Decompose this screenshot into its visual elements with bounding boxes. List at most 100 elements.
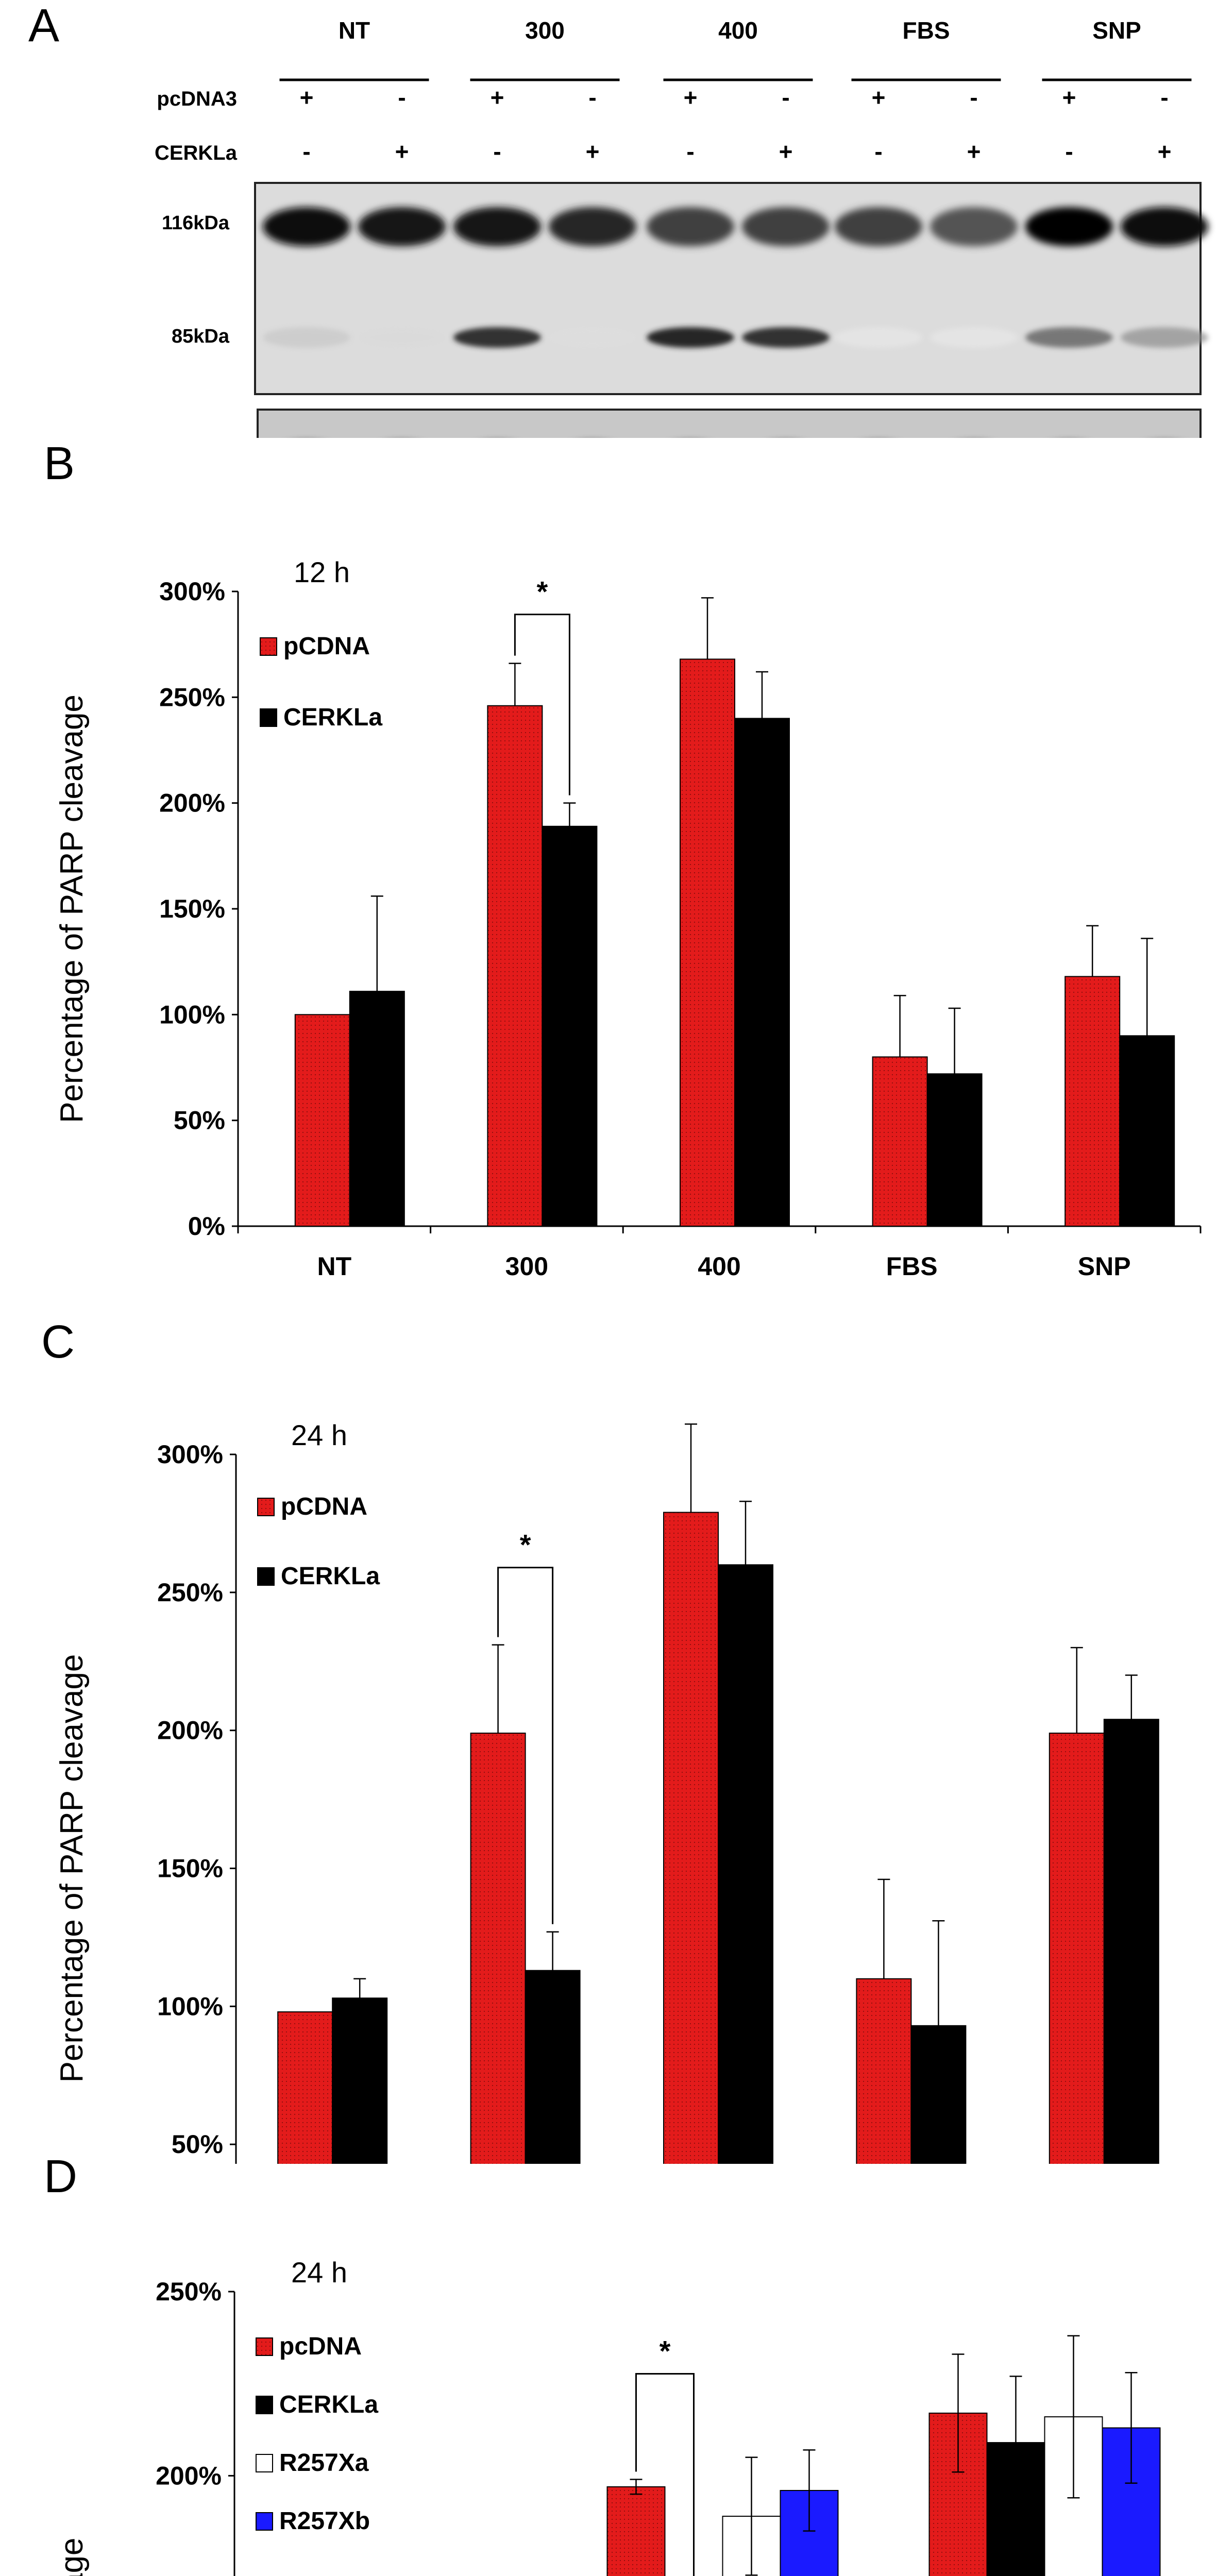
group-label-nt: NT bbox=[339, 17, 370, 44]
legend-swatch-pcdna bbox=[257, 1498, 275, 1516]
panel-a-letter: A bbox=[28, 0, 60, 52]
y-tick-label: 150% bbox=[159, 894, 225, 923]
bar-cerkla-300 bbox=[542, 825, 598, 1227]
band-116kda bbox=[742, 207, 830, 246]
bar-pcdna-snp bbox=[1064, 976, 1121, 1227]
x-tick-label: NT bbox=[317, 1252, 351, 1281]
band-85kda bbox=[549, 327, 636, 348]
cerkla-sign: - bbox=[874, 138, 882, 165]
pcdna3-sign: - bbox=[970, 84, 977, 111]
bar-cerkla-fbs bbox=[926, 1073, 983, 1227]
y-axis-label: Percentage of PARP cleavage bbox=[54, 694, 90, 1123]
pcdna3-sign: - bbox=[588, 84, 596, 111]
y-tick-label: 200% bbox=[156, 2461, 222, 2490]
y-tick-label: 300% bbox=[157, 1440, 223, 1469]
bar-pcdna-400 bbox=[680, 658, 735, 1227]
legend-swatch-pcdna bbox=[256, 2337, 273, 2356]
cerkla-sign: + bbox=[1158, 138, 1172, 165]
legend-swatch-cerkla bbox=[257, 1567, 275, 1586]
cerkla-sign: + bbox=[967, 138, 981, 165]
bar-pcdna-300 bbox=[606, 2486, 666, 2576]
panel-d-letter: D bbox=[44, 2151, 77, 2202]
band-116kda bbox=[1025, 207, 1113, 246]
legend-label-cerkla: CERKLa bbox=[283, 704, 382, 731]
y-tick-label: 150% bbox=[157, 1854, 223, 1883]
group-label-300: 300 bbox=[525, 17, 565, 44]
bar-cerkla-fbs bbox=[910, 2025, 967, 2164]
band-85kda bbox=[1025, 327, 1113, 348]
legend-label-r257xb: R257Xb bbox=[279, 2507, 370, 2535]
y-tick-label: 250% bbox=[156, 2277, 222, 2306]
legend-label-r257xa: R257Xa bbox=[279, 2449, 369, 2477]
cerkla-sign: - bbox=[302, 138, 310, 165]
legend-label-pcdna: pcDNA bbox=[279, 2333, 362, 2360]
significance-bracket bbox=[497, 1567, 554, 1924]
bar-pcdna-400 bbox=[663, 1512, 719, 2164]
significance-bracket bbox=[514, 614, 570, 795]
band-85kda bbox=[263, 327, 350, 348]
y-tick-label: 200% bbox=[157, 1716, 223, 1745]
band-85kda bbox=[1121, 327, 1208, 348]
bar-cerkla-400 bbox=[734, 718, 790, 1227]
band-116kda bbox=[453, 207, 541, 246]
cerkla-sign: + bbox=[779, 138, 793, 165]
bar-pcdna-snp bbox=[1049, 1733, 1105, 2164]
chart-title: 24 h bbox=[291, 2256, 347, 2289]
western-blot-panel: NT 300 400 FBS SNP + - + - + - + - + - - + - + - + - + - + pcDN… bbox=[155, 17, 1208, 438]
y-tick-label: 100% bbox=[157, 1992, 223, 2021]
y-axis-label: Percentage of PARP cleavage bbox=[54, 1654, 90, 2083]
band-85kda bbox=[835, 327, 922, 348]
x-tick-label: FBS bbox=[886, 1252, 938, 1281]
band-116kda bbox=[835, 207, 922, 246]
pcdna3-sign: - bbox=[398, 84, 405, 111]
bar-cerkla-400 bbox=[718, 1564, 773, 2164]
bar-pcdna-300 bbox=[487, 705, 543, 1227]
bar-pcdna-nt bbox=[277, 2011, 333, 2164]
bar-cerkla-snp bbox=[1119, 1035, 1175, 1227]
row-label-pcdna3: pcDNA3 bbox=[157, 88, 237, 110]
chart-panel-b: 0% 50% 100% 150% 200% 250% 300% Percentage of P… bbox=[54, 556, 1202, 1281]
significance-bracket bbox=[635, 2373, 695, 2576]
significance-star: * bbox=[520, 1529, 531, 1561]
pcdna3-sign: - bbox=[782, 84, 789, 111]
band-label-85kda: 85kDa bbox=[172, 326, 230, 347]
significance-star: * bbox=[537, 575, 548, 608]
bar-cerkla-nt bbox=[349, 991, 405, 1227]
cerkla-sign: + bbox=[395, 138, 409, 165]
group-label-snp: SNP bbox=[1092, 17, 1141, 44]
y-tick-label: 200% bbox=[159, 789, 225, 818]
group-label-fbs: FBS bbox=[903, 17, 950, 44]
band-116kda bbox=[1121, 207, 1208, 246]
chart-title: 24 h bbox=[291, 1419, 347, 1451]
band-116kda bbox=[647, 207, 734, 246]
bar-pcdna-300 bbox=[470, 1733, 526, 2164]
group-label-400: 400 bbox=[718, 17, 758, 44]
y-tick-label: 50% bbox=[172, 2130, 223, 2159]
band-85kda bbox=[358, 327, 446, 348]
pcdna3-sign: + bbox=[1062, 84, 1076, 111]
x-tick-label: SNP bbox=[1078, 1252, 1131, 1281]
band-85kda bbox=[742, 327, 830, 348]
band-85kda bbox=[647, 327, 734, 348]
y-tick-label: 100% bbox=[159, 1000, 225, 1029]
row-label-cerkla: CERKLa bbox=[155, 142, 238, 164]
pcdna3-sign: + bbox=[872, 84, 886, 111]
bar-pcdna-nt bbox=[294, 1014, 350, 1227]
band-label-116kda: 116kDa bbox=[162, 212, 230, 234]
pcdna3-sign: + bbox=[684, 84, 698, 111]
band-116kda bbox=[263, 207, 350, 246]
pcdna3-sign: - bbox=[1160, 84, 1168, 111]
band-116kda bbox=[549, 207, 636, 246]
panel-c-letter: C bbox=[41, 1316, 75, 1368]
bar-pcdna-fbs bbox=[872, 1056, 928, 1227]
band-116kda bbox=[358, 207, 446, 246]
cerkla-sign: - bbox=[1065, 138, 1073, 165]
y-tick-label: 50% bbox=[174, 1106, 225, 1135]
cerkla-sign: - bbox=[493, 138, 501, 165]
legend-swatch-r257xb bbox=[256, 2512, 273, 2531]
legend-swatch-pcdna bbox=[260, 637, 277, 656]
blot-membrane-tubulin bbox=[257, 409, 1202, 438]
pcdna3-sign: + bbox=[491, 84, 504, 111]
legend-label-cerkla: CERKLa bbox=[281, 1563, 380, 1590]
bar-cerkla-snp bbox=[1103, 1719, 1159, 2164]
